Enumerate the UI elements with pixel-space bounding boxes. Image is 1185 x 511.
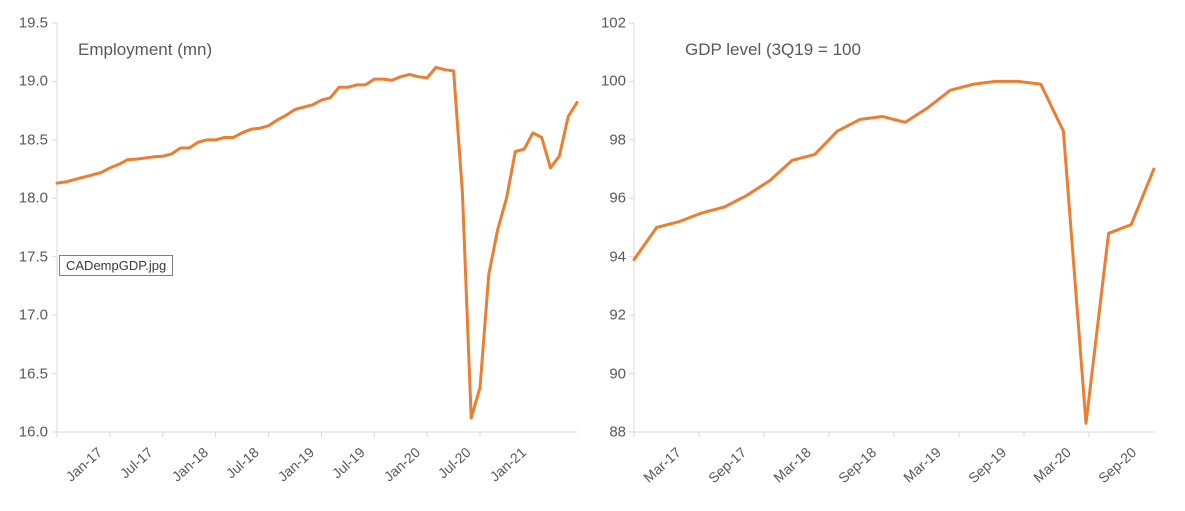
y-tick-label: 98 bbox=[590, 131, 626, 148]
gdp-chart-svg bbox=[0, 0, 1185, 470]
gdp-line bbox=[634, 81, 1154, 423]
y-tick-label: 92 bbox=[590, 307, 626, 324]
gdp-chart-title: GDP level (3Q19 = 100 bbox=[685, 40, 861, 60]
y-tick-label: 88 bbox=[590, 424, 626, 441]
y-tick-label: 102 bbox=[590, 15, 626, 32]
y-tick-label: 100 bbox=[590, 73, 626, 90]
y-tick-marks bbox=[629, 23, 634, 432]
y-tick-label: 94 bbox=[590, 248, 626, 265]
y-tick-label: 96 bbox=[590, 190, 626, 207]
charts-container: 16.0 16.5 17.0 17.5 18.0 18.5 19.0 19.5 … bbox=[0, 0, 1185, 511]
x-tick-marks bbox=[634, 432, 1089, 437]
y-tick-label: 90 bbox=[590, 365, 626, 382]
